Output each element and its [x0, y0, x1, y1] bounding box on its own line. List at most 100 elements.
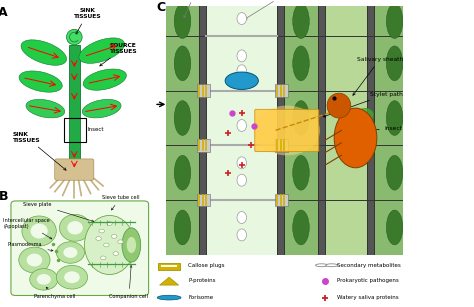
Ellipse shape: [386, 155, 403, 190]
Bar: [206, 146, 277, 200]
Ellipse shape: [292, 210, 309, 245]
Bar: [197, 194, 210, 206]
Bar: [374, 4, 403, 36]
Bar: [284, 91, 318, 146]
Text: Insect: Insect: [354, 126, 403, 131]
Bar: [166, 200, 199, 255]
Ellipse shape: [104, 243, 109, 247]
Bar: [325, 200, 367, 255]
Ellipse shape: [66, 29, 82, 45]
Ellipse shape: [386, 210, 403, 245]
Ellipse shape: [237, 157, 246, 169]
Text: Plasmodesma: Plasmodesma: [8, 243, 53, 251]
Bar: [318, 36, 325, 91]
Text: Sieve elements: Sieve elements: [245, 0, 309, 19]
Bar: [367, 91, 374, 146]
Bar: [197, 84, 210, 97]
Text: SINK
TISSUES: SINK TISSUES: [12, 132, 66, 170]
Bar: [325, 146, 367, 200]
Ellipse shape: [225, 72, 258, 89]
Ellipse shape: [237, 13, 246, 25]
Ellipse shape: [21, 40, 66, 65]
Ellipse shape: [386, 101, 403, 135]
Text: A: A: [0, 6, 8, 19]
Bar: [166, 91, 199, 146]
Ellipse shape: [27, 254, 42, 266]
Ellipse shape: [37, 274, 51, 285]
FancyBboxPatch shape: [55, 159, 94, 180]
Ellipse shape: [30, 269, 58, 290]
Text: Prokaryotic pathogens: Prokaryotic pathogens: [337, 278, 399, 283]
Ellipse shape: [19, 71, 62, 92]
FancyBboxPatch shape: [255, 109, 319, 152]
Text: C: C: [156, 1, 165, 14]
Text: Stylet path: Stylet path: [323, 92, 403, 117]
Text: Forisome: Forisome: [188, 295, 213, 300]
Ellipse shape: [83, 69, 127, 90]
Bar: [367, 4, 374, 36]
Text: P-proteins: P-proteins: [188, 278, 216, 283]
Bar: [284, 200, 318, 255]
Bar: [318, 91, 325, 146]
Ellipse shape: [292, 46, 309, 81]
Ellipse shape: [96, 237, 101, 240]
Bar: [318, 4, 325, 36]
Bar: [199, 91, 206, 146]
Bar: [284, 4, 318, 36]
Bar: [199, 200, 206, 255]
Bar: [374, 91, 403, 146]
Bar: [199, 146, 206, 200]
Bar: [284, 36, 318, 91]
Polygon shape: [160, 277, 179, 285]
Text: Watery saliva proteins: Watery saliva proteins: [337, 295, 399, 300]
Ellipse shape: [64, 247, 77, 258]
Bar: [277, 36, 284, 91]
Ellipse shape: [19, 247, 50, 273]
Ellipse shape: [174, 46, 191, 81]
Ellipse shape: [56, 265, 88, 289]
Ellipse shape: [237, 174, 246, 186]
Bar: [318, 200, 325, 255]
Bar: [64, 118, 86, 142]
Text: Callose plugs: Callose plugs: [188, 263, 225, 268]
Ellipse shape: [157, 295, 181, 300]
Bar: [277, 4, 284, 36]
Text: Companion cell: Companion cell: [109, 266, 148, 299]
FancyBboxPatch shape: [11, 201, 149, 295]
Ellipse shape: [111, 235, 117, 238]
Ellipse shape: [237, 119, 246, 131]
Ellipse shape: [334, 108, 377, 168]
Ellipse shape: [292, 4, 309, 38]
Ellipse shape: [326, 264, 338, 267]
Text: B: B: [0, 190, 8, 203]
Bar: [318, 146, 325, 200]
Ellipse shape: [100, 256, 106, 260]
Text: SOURCE
TISSUES: SOURCE TISSUES: [100, 43, 137, 66]
Bar: [374, 36, 403, 91]
Bar: [199, 36, 206, 91]
Ellipse shape: [59, 214, 91, 241]
Bar: [374, 200, 403, 255]
Ellipse shape: [174, 4, 191, 38]
Bar: [367, 146, 374, 200]
Text: Intercellular space
(Apoplast): Intercellular space (Apoplast): [3, 218, 52, 239]
Ellipse shape: [67, 221, 83, 235]
Bar: [275, 194, 288, 206]
Ellipse shape: [237, 50, 246, 62]
Bar: [69, 45, 80, 165]
Ellipse shape: [254, 106, 320, 155]
Bar: [206, 200, 277, 255]
Ellipse shape: [56, 242, 84, 263]
Bar: [277, 200, 284, 255]
Ellipse shape: [118, 240, 123, 244]
Text: Insect: Insect: [88, 127, 104, 132]
Bar: [206, 4, 277, 36]
Ellipse shape: [84, 216, 135, 274]
Ellipse shape: [30, 223, 48, 239]
Ellipse shape: [174, 155, 191, 190]
Bar: [367, 200, 374, 255]
Bar: [374, 146, 403, 200]
Bar: [206, 36, 277, 91]
Ellipse shape: [113, 252, 118, 255]
Bar: [275, 84, 288, 97]
